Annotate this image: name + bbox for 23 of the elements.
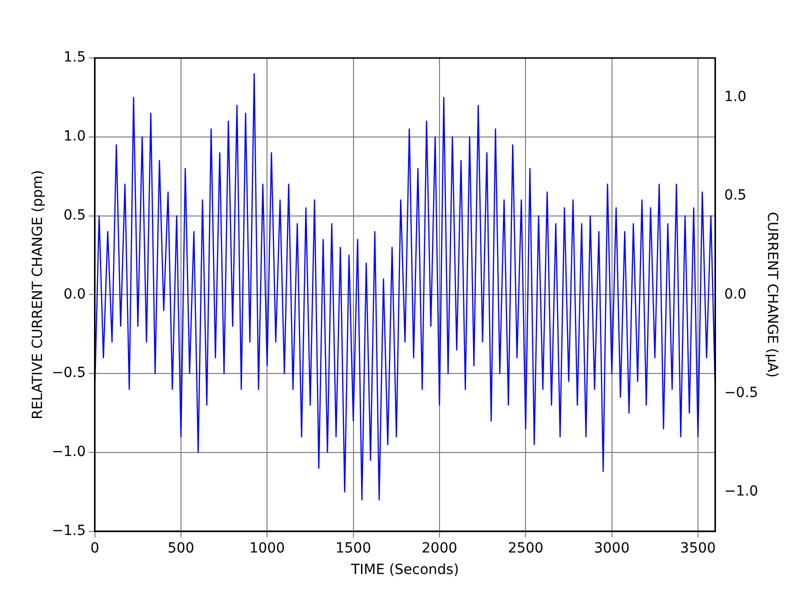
x-tick-label: 500 [168, 540, 194, 556]
x-axis-title: TIME (Seconds) [350, 562, 459, 578]
y2-tick-label: 1.0 [724, 89, 746, 106]
y-tick-label: −1.0 [52, 444, 86, 460]
y2-axis-title: CURRENT CHANGE (μA) [764, 212, 780, 378]
y-tick-label: −0.5 [52, 365, 86, 382]
x-tick-label: 2000 [422, 540, 458, 556]
y-tick-label: 0.0 [64, 286, 86, 302]
y-tick-label: 1.5 [64, 50, 86, 66]
y2-tick-label: −1.0 [724, 484, 758, 500]
x-tick-label: 3000 [594, 540, 630, 556]
y-tick-label: −1.5 [52, 523, 86, 540]
x-tick-label: 2500 [508, 540, 544, 556]
y-axis-title: RELATIVE CURRENT CHANGE (ppm) [30, 170, 46, 420]
y2-tick-label: −0.5 [724, 384, 758, 401]
y2-tick-label: 0.5 [724, 188, 746, 204]
x-tick-label: 3500 [680, 540, 716, 556]
y-tick-label: 0.5 [64, 207, 86, 224]
x-tick-label: 1000 [249, 540, 285, 556]
y-tick-label: 1.0 [64, 128, 86, 145]
y2-tick-label: 0.0 [724, 286, 746, 302]
x-tick-label: 0 [90, 540, 100, 556]
x-tick-label: 1500 [335, 540, 372, 556]
